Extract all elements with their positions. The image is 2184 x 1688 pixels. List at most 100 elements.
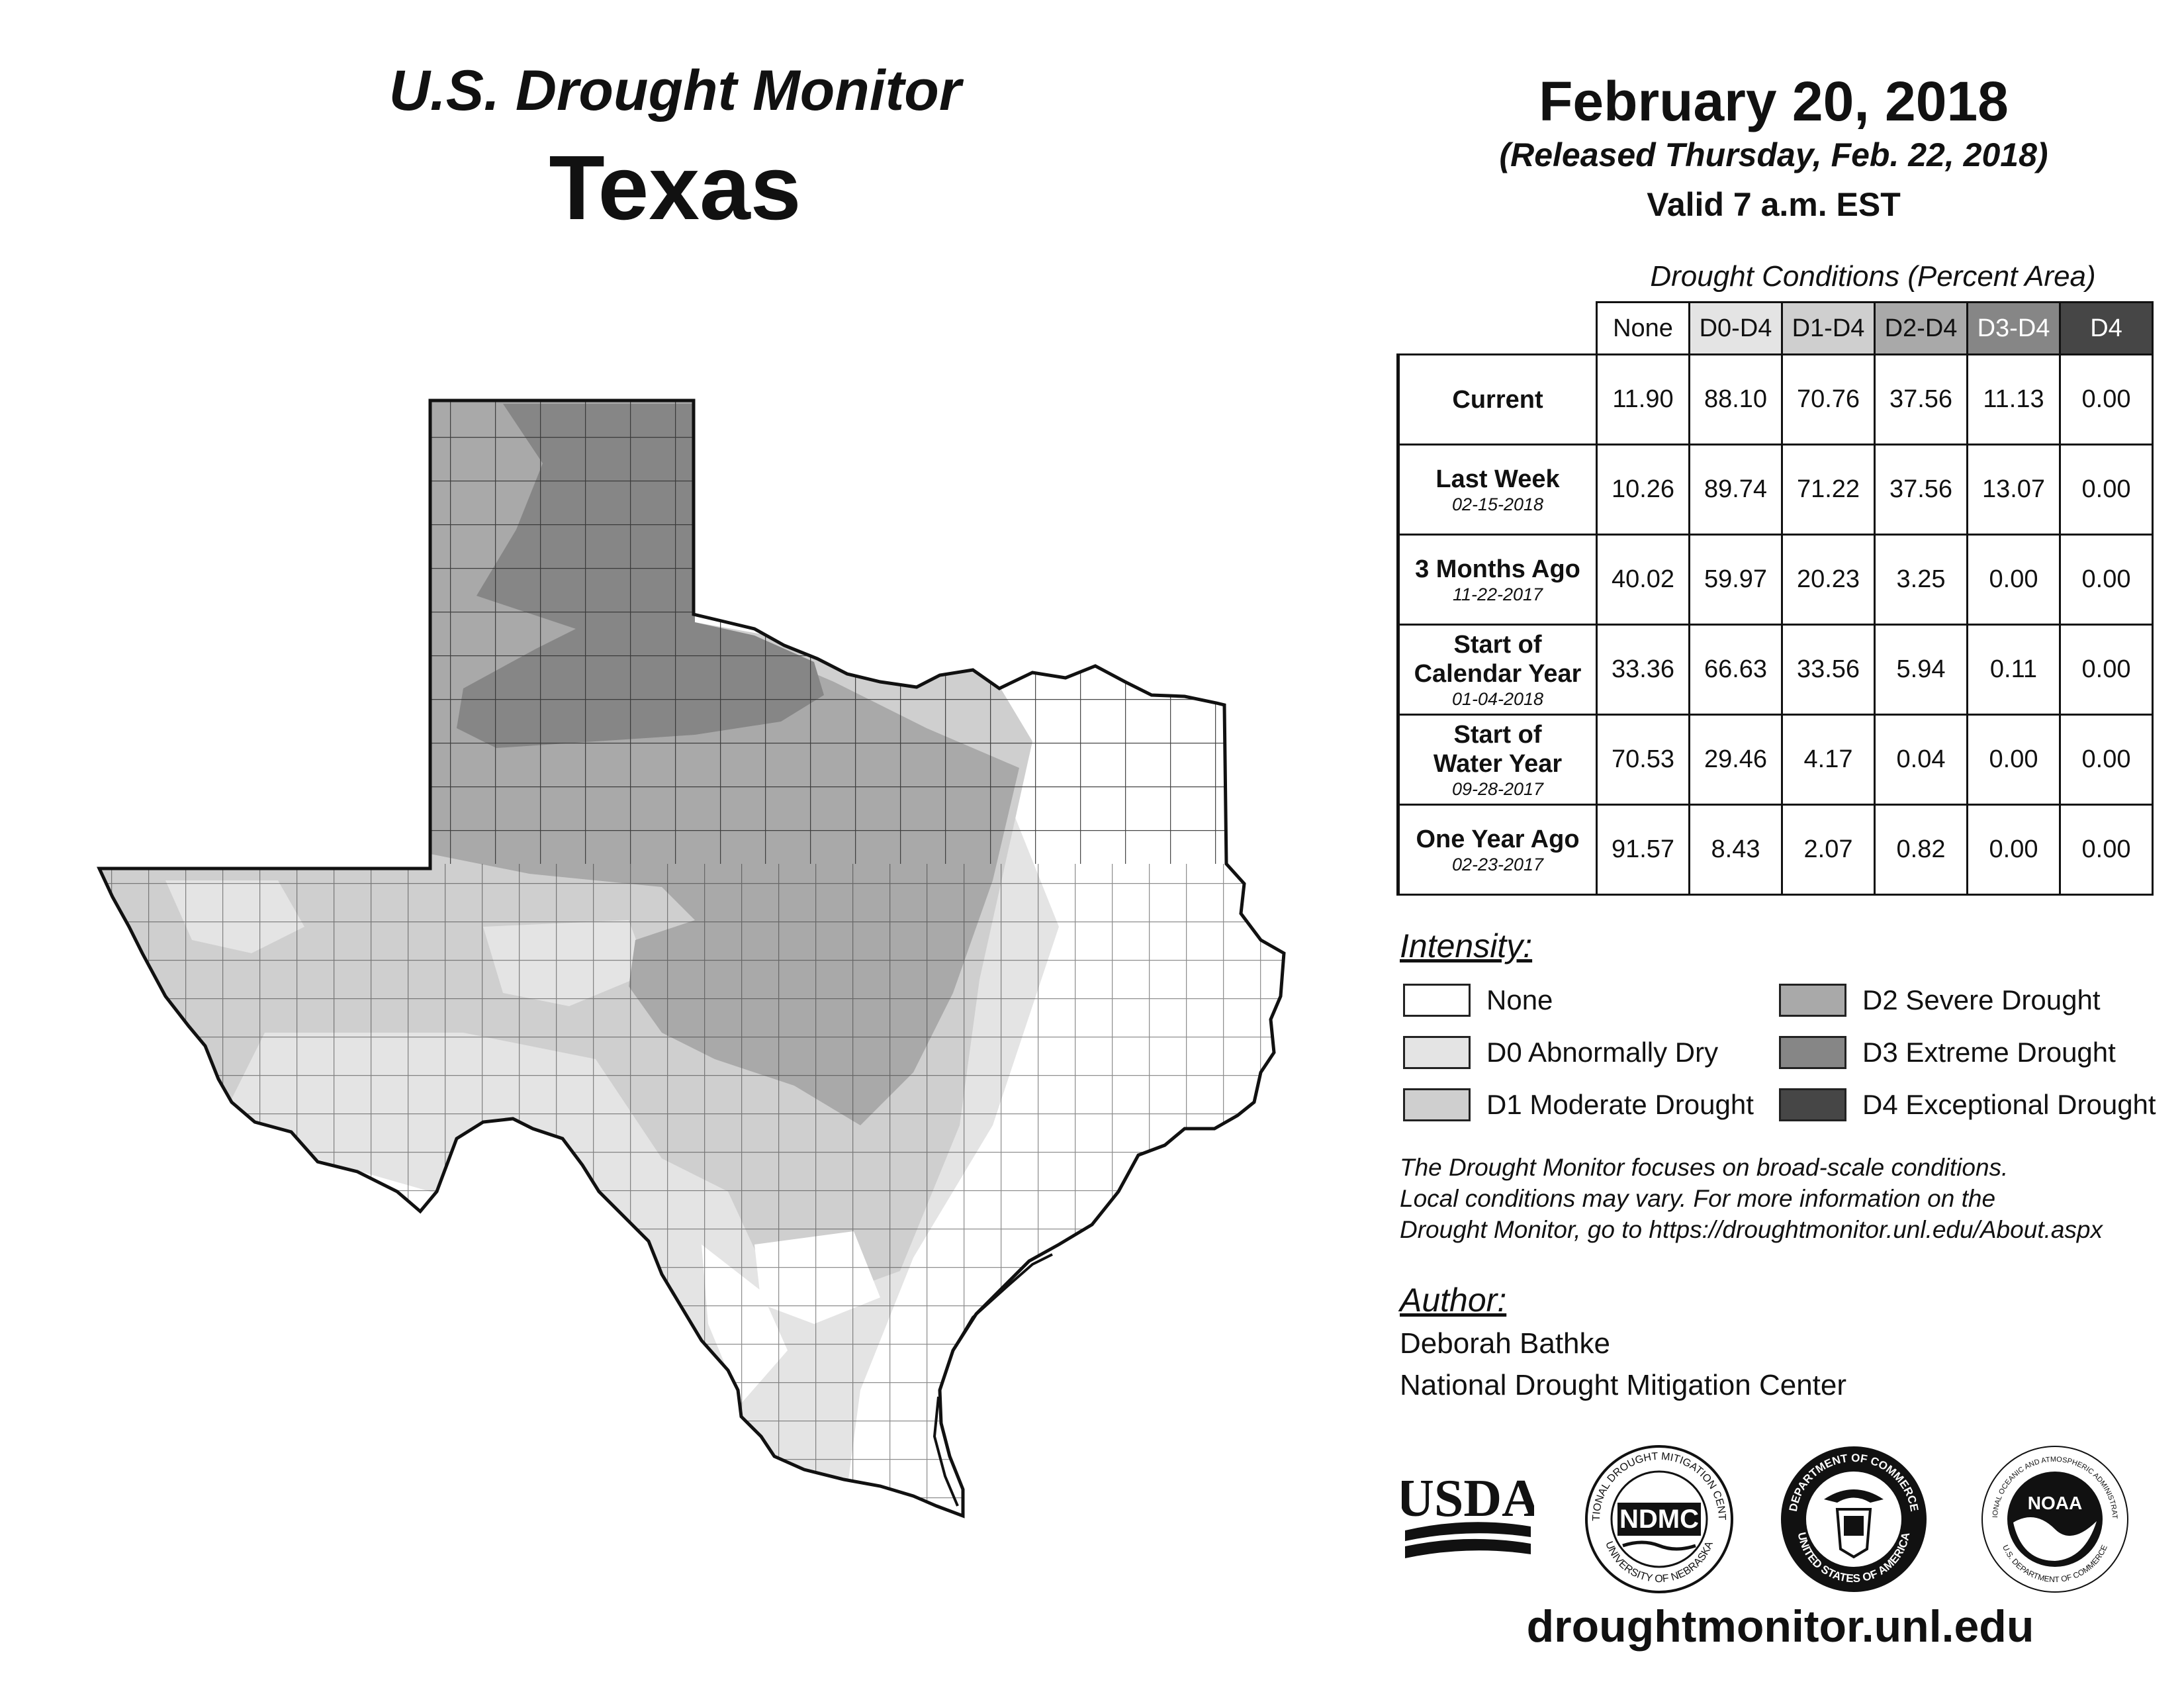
legend-swatch bbox=[1403, 984, 1471, 1017]
release-date: (Released Thursday, Feb. 22, 2018) bbox=[1499, 136, 2048, 173]
col-header-d1-d4: D1-D4 bbox=[1781, 301, 1876, 355]
svg-text:USDA: USDA bbox=[1402, 1470, 1534, 1528]
cell-d3-d4: 11.13 bbox=[1966, 353, 2061, 445]
row-label: Current bbox=[1396, 353, 1598, 445]
legend-swatch bbox=[1403, 1088, 1471, 1121]
cell-none: 40.02 bbox=[1596, 534, 1690, 626]
col-header-d3-d4: D3-D4 bbox=[1966, 301, 2061, 355]
row-label: One Year Ago 02-23-2017 bbox=[1396, 804, 1598, 896]
usda-logo: USDA bbox=[1402, 1470, 1534, 1558]
row-label: Start of Calendar Year 01-04-2018 bbox=[1396, 624, 1598, 716]
cell-d3-d4: 0.00 bbox=[1966, 804, 2061, 896]
website-url[interactable]: droughtmonitor.unl.edu bbox=[1526, 1601, 2034, 1652]
legend-label: D2 Severe Drought bbox=[1862, 984, 2101, 1015]
cell-d2-d4: 3.25 bbox=[1874, 534, 1968, 626]
cell-none: 70.53 bbox=[1596, 714, 1690, 806]
table-header-row: None D0-D4 D1-D4 D2-D4 D3-D4 D4 bbox=[1398, 301, 2154, 355]
cell-d0-d4: 8.43 bbox=[1688, 804, 1783, 896]
legend-label: D3 Extreme Drought bbox=[1862, 1037, 2116, 1068]
col-header-none: None bbox=[1596, 301, 1690, 355]
cell-d0-d4: 59.97 bbox=[1688, 534, 1783, 626]
cell-d1-d4: 4.17 bbox=[1781, 714, 1876, 806]
valid-time: Valid 7 a.m. EST bbox=[1647, 186, 1901, 223]
cell-d1-d4: 71.22 bbox=[1781, 444, 1876, 536]
cell-d3-d4: 13.07 bbox=[1966, 444, 2061, 536]
cell-d1-d4: 2.07 bbox=[1781, 804, 1876, 896]
cell-d2-d4: 0.82 bbox=[1874, 804, 1968, 896]
cell-d3-d4: 0.00 bbox=[1966, 714, 2061, 806]
map-date: February 20, 2018 bbox=[1539, 70, 2009, 132]
legend-item-d2: D2 Severe Drought bbox=[1779, 982, 2101, 1019]
row-date: 01-04-2018 bbox=[1451, 688, 1544, 709]
cell-d1-d4: 20.23 bbox=[1781, 534, 1876, 626]
table-corner bbox=[1398, 303, 1597, 355]
row-label: Last Week 02-15-2018 bbox=[1396, 444, 1598, 536]
cell-d4: 0.00 bbox=[2059, 804, 2154, 896]
disclaimer-note: The Drought Monitor focuses on broad-sca… bbox=[1400, 1154, 2103, 1243]
cell-d3-d4: 0.11 bbox=[1966, 624, 2061, 716]
noaa-logo: NATIONAL OCEANIC AND ATMOSPHERIC ADMINIS… bbox=[1979, 1443, 2128, 1593]
table-row-3-months-ago: 3 Months Ago 11-22-2017 40.02 59.97 20.23… bbox=[1396, 534, 2154, 626]
legend-label: D4 Exceptional Drought bbox=[1862, 1089, 2156, 1120]
ndmc-logo: NATIONAL DROUGHT MITIGATION CENTER UNIVE… bbox=[1583, 1443, 1733, 1593]
cell-none: 11.90 bbox=[1596, 353, 1690, 445]
legend-label: D1 Moderate Drought bbox=[1486, 1089, 1754, 1120]
row-date: 09-28-2017 bbox=[1451, 778, 1544, 799]
state-name: Texas bbox=[549, 137, 801, 239]
cell-none: 10.26 bbox=[1596, 444, 1690, 536]
cell-d0-d4: 89.74 bbox=[1688, 444, 1783, 536]
row-date: 02-15-2018 bbox=[1451, 494, 1544, 514]
drought-conditions-table: None D0-D4 D1-D4 D2-D4 D3-D4 D4 Current … bbox=[1396, 301, 2154, 896]
svg-text:NDMC: NDMC bbox=[1619, 1505, 1699, 1534]
legend-item-none: None bbox=[1403, 982, 1553, 1019]
cell-d0-d4: 88.10 bbox=[1688, 353, 1783, 445]
table-row-last-week: Last Week 02-15-2018 10.26 89.74 71.22 37… bbox=[1396, 444, 2154, 536]
row-label: 3 Months Ago 11-22-2017 bbox=[1396, 534, 1598, 626]
cell-d1-d4: 33.56 bbox=[1781, 624, 1876, 716]
cell-d4: 0.00 bbox=[2059, 624, 2154, 716]
svg-text:NOAA: NOAA bbox=[2028, 1493, 2082, 1513]
texas-drought-map bbox=[97, 399, 1286, 1519]
cell-d2-d4: 37.56 bbox=[1874, 444, 1968, 536]
cell-d0-d4: 29.46 bbox=[1688, 714, 1783, 806]
legend-item-d1: D1 Moderate Drought bbox=[1403, 1086, 1754, 1123]
cell-d4: 0.00 bbox=[2059, 353, 2154, 445]
author-name: Deborah Bathke bbox=[1400, 1327, 1610, 1360]
legend-swatch bbox=[1779, 1088, 1846, 1121]
cell-d4: 0.00 bbox=[2059, 444, 2154, 536]
cell-none: 33.36 bbox=[1596, 624, 1690, 716]
table-row-one-year-ago: One Year Ago 02-23-2017 91.57 8.43 2.07 0… bbox=[1396, 804, 2154, 896]
cell-d4: 0.00 bbox=[2059, 714, 2154, 806]
cell-d1-d4: 70.76 bbox=[1781, 353, 1876, 445]
row-date: 02-23-2017 bbox=[1451, 854, 1544, 874]
legend-label: None bbox=[1486, 984, 1553, 1015]
table-row-start-of-calendar-year: Start of Calendar Year 01-04-2018 33.36 66… bbox=[1396, 624, 2154, 716]
legend-item-d3: D3 Extreme Drought bbox=[1779, 1034, 2116, 1071]
cell-d2-d4: 5.94 bbox=[1874, 624, 1968, 716]
legend-swatch bbox=[1403, 1036, 1471, 1069]
cell-d2-d4: 37.56 bbox=[1874, 353, 1968, 445]
col-header-d2-d4: D2-D4 bbox=[1874, 301, 1968, 355]
col-header-d0-d4: D0-D4 bbox=[1688, 301, 1783, 355]
cell-d2-d4: 0.04 bbox=[1874, 714, 1968, 806]
map-title: U.S. Drought Monitor bbox=[388, 59, 962, 122]
col-header-d4: D4 bbox=[2059, 301, 2154, 355]
author-organization: National Drought Mitigation Center bbox=[1400, 1369, 1847, 1401]
legend-title: Intensity: bbox=[1400, 927, 1533, 964]
cell-d4: 0.00 bbox=[2059, 534, 2154, 626]
legend-label: D0 Abnormally Dry bbox=[1486, 1037, 1719, 1068]
legend-swatch bbox=[1779, 984, 1846, 1017]
row-label: Start of Water Year 09-28-2017 bbox=[1396, 714, 1598, 806]
cell-d3-d4: 0.00 bbox=[1966, 534, 2061, 626]
dept-of-commerce-seal: DEPARTMENT OF COMMERCE UNITED STATES OF … bbox=[1781, 1446, 1927, 1592]
author-title: Author: bbox=[1400, 1282, 1507, 1319]
table-caption: Drought Conditions (Percent Area) bbox=[1650, 260, 2096, 293]
legend-item-d4: D4 Exceptional Drought bbox=[1779, 1086, 2156, 1123]
cell-none: 91.57 bbox=[1596, 804, 1690, 896]
row-date: 11-22-2017 bbox=[1452, 584, 1543, 604]
legend-swatch bbox=[1779, 1036, 1846, 1069]
table-row-start-of-water-year: Start of Water Year 09-28-2017 70.53 29.46… bbox=[1396, 714, 2154, 806]
cell-d0-d4: 66.63 bbox=[1688, 624, 1783, 716]
legend-item-d0: D0 Abnormally Dry bbox=[1403, 1034, 1718, 1071]
table-row-current: Current 11.90 88.10 70.76 37.56 11.13 0.… bbox=[1396, 353, 2154, 445]
